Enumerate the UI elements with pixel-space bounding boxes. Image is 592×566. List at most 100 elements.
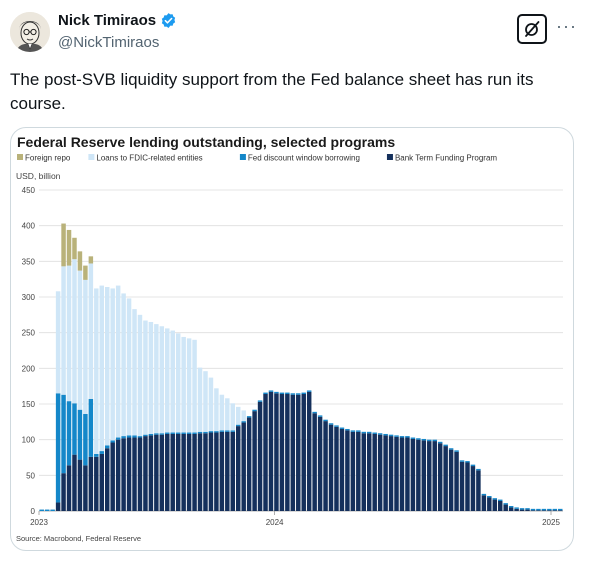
bar-segment [383,433,388,436]
bar-segment [170,432,175,434]
bar-segment [143,436,148,511]
bar-segment [268,391,274,511]
bar-segment [241,422,246,511]
bar-segment [525,508,530,510]
bar-segment [143,434,148,437]
bar-segment [61,473,66,511]
bar-segment [197,367,203,432]
chart-source: Source: Macrobond, Federal Reserve [16,534,141,543]
bar-segment [115,439,121,511]
bar-segment [219,431,225,511]
bar-segment [334,426,339,511]
bar-segment [481,493,487,496]
bar-segment [88,399,94,457]
bar-segment [536,510,541,511]
bar-segment [443,444,448,447]
bar-segment [66,465,72,511]
bar-segment [154,324,159,434]
bar-segment [88,263,94,399]
bar-segment [263,394,268,511]
bar-segment [416,438,421,440]
bar-segment [448,448,454,450]
bar-segment [55,502,61,511]
bar-segment [230,403,236,431]
legend-swatch [239,154,246,160]
bar-segment [121,438,126,511]
bar-segment [257,401,263,511]
grok-button[interactable] [517,14,547,44]
bar-segment [225,430,230,432]
bar-segment [383,435,388,511]
bar-segment [175,432,181,434]
tweet-text: The post-SVB liquidity support from the … [10,70,534,113]
bar-segment [170,433,175,511]
bar-segment [192,433,197,511]
chart-bars [39,223,563,511]
bar-segment [470,466,476,511]
y-tick-label: 250 [22,329,36,338]
avatar-sketch [10,12,50,52]
bar-segment [159,433,165,435]
bar-segment [61,266,66,395]
bar-segment [115,437,121,440]
y-tick-label: 200 [22,364,36,373]
bar-segment [72,259,77,404]
bar-segment [197,431,203,434]
bar-segment [306,391,312,511]
user-handle[interactable]: @NickTimiraos [58,34,160,51]
bar-segment [72,403,77,455]
chart-image[interactable]: Federal Reserve lending outstanding, sel… [10,127,574,551]
legend-label: Bank Term Funding Program [395,154,497,163]
bar-segment [241,421,246,423]
bar-segment [459,461,465,511]
bar-segment [558,508,563,511]
display-name[interactable]: Nick Timiraos [58,12,157,29]
legend-label: Fed discount window borrowing [248,154,360,163]
bar-segment [83,465,88,511]
bar-segment [312,413,317,511]
bar-segment [115,285,121,438]
bar-segment [154,433,159,435]
bar-segment [279,394,285,511]
y-tick-label: 400 [22,222,36,231]
bar-segment [88,456,94,511]
bar-segment [361,433,367,511]
bar-segment [77,270,83,410]
bar-segment [137,437,143,511]
bar-segment [83,265,88,280]
grok-icon [525,21,540,37]
bar-segment [181,336,186,433]
bar-segment [290,393,296,395]
bar-segment [72,237,77,260]
bar-segment [263,392,268,395]
bar-segment [503,503,508,505]
bar-segment [345,428,350,431]
bar-segment [459,460,465,462]
bar-segment [427,441,432,511]
bar-segment [126,298,132,436]
y-tick-label: 50 [26,471,35,480]
x-axis: 2023 2024 2025 [30,511,560,527]
bar-segment [405,437,410,511]
bar-segment [159,326,165,434]
bar-segment [225,398,230,431]
bar-segment [296,394,301,511]
bar-segment [192,432,197,434]
chart-title: Federal Reserve lending outstanding, sel… [17,134,395,150]
bar-segment [132,309,137,436]
bar-segment [99,285,105,452]
bar-segment [519,509,525,511]
bar-segment [61,394,66,474]
bar-segment [235,426,241,511]
bar-segment [514,508,519,511]
bar-segment [356,431,361,511]
bar-segment [214,388,219,432]
bar-segment [394,435,399,437]
bar-segment [339,428,345,511]
bar-segment [323,421,328,511]
avatar[interactable] [10,12,50,52]
bar-segment [214,432,219,511]
more-options-icon[interactable]: ··· [556,16,577,36]
legend-swatch [88,154,95,160]
bar-segment [110,442,115,511]
